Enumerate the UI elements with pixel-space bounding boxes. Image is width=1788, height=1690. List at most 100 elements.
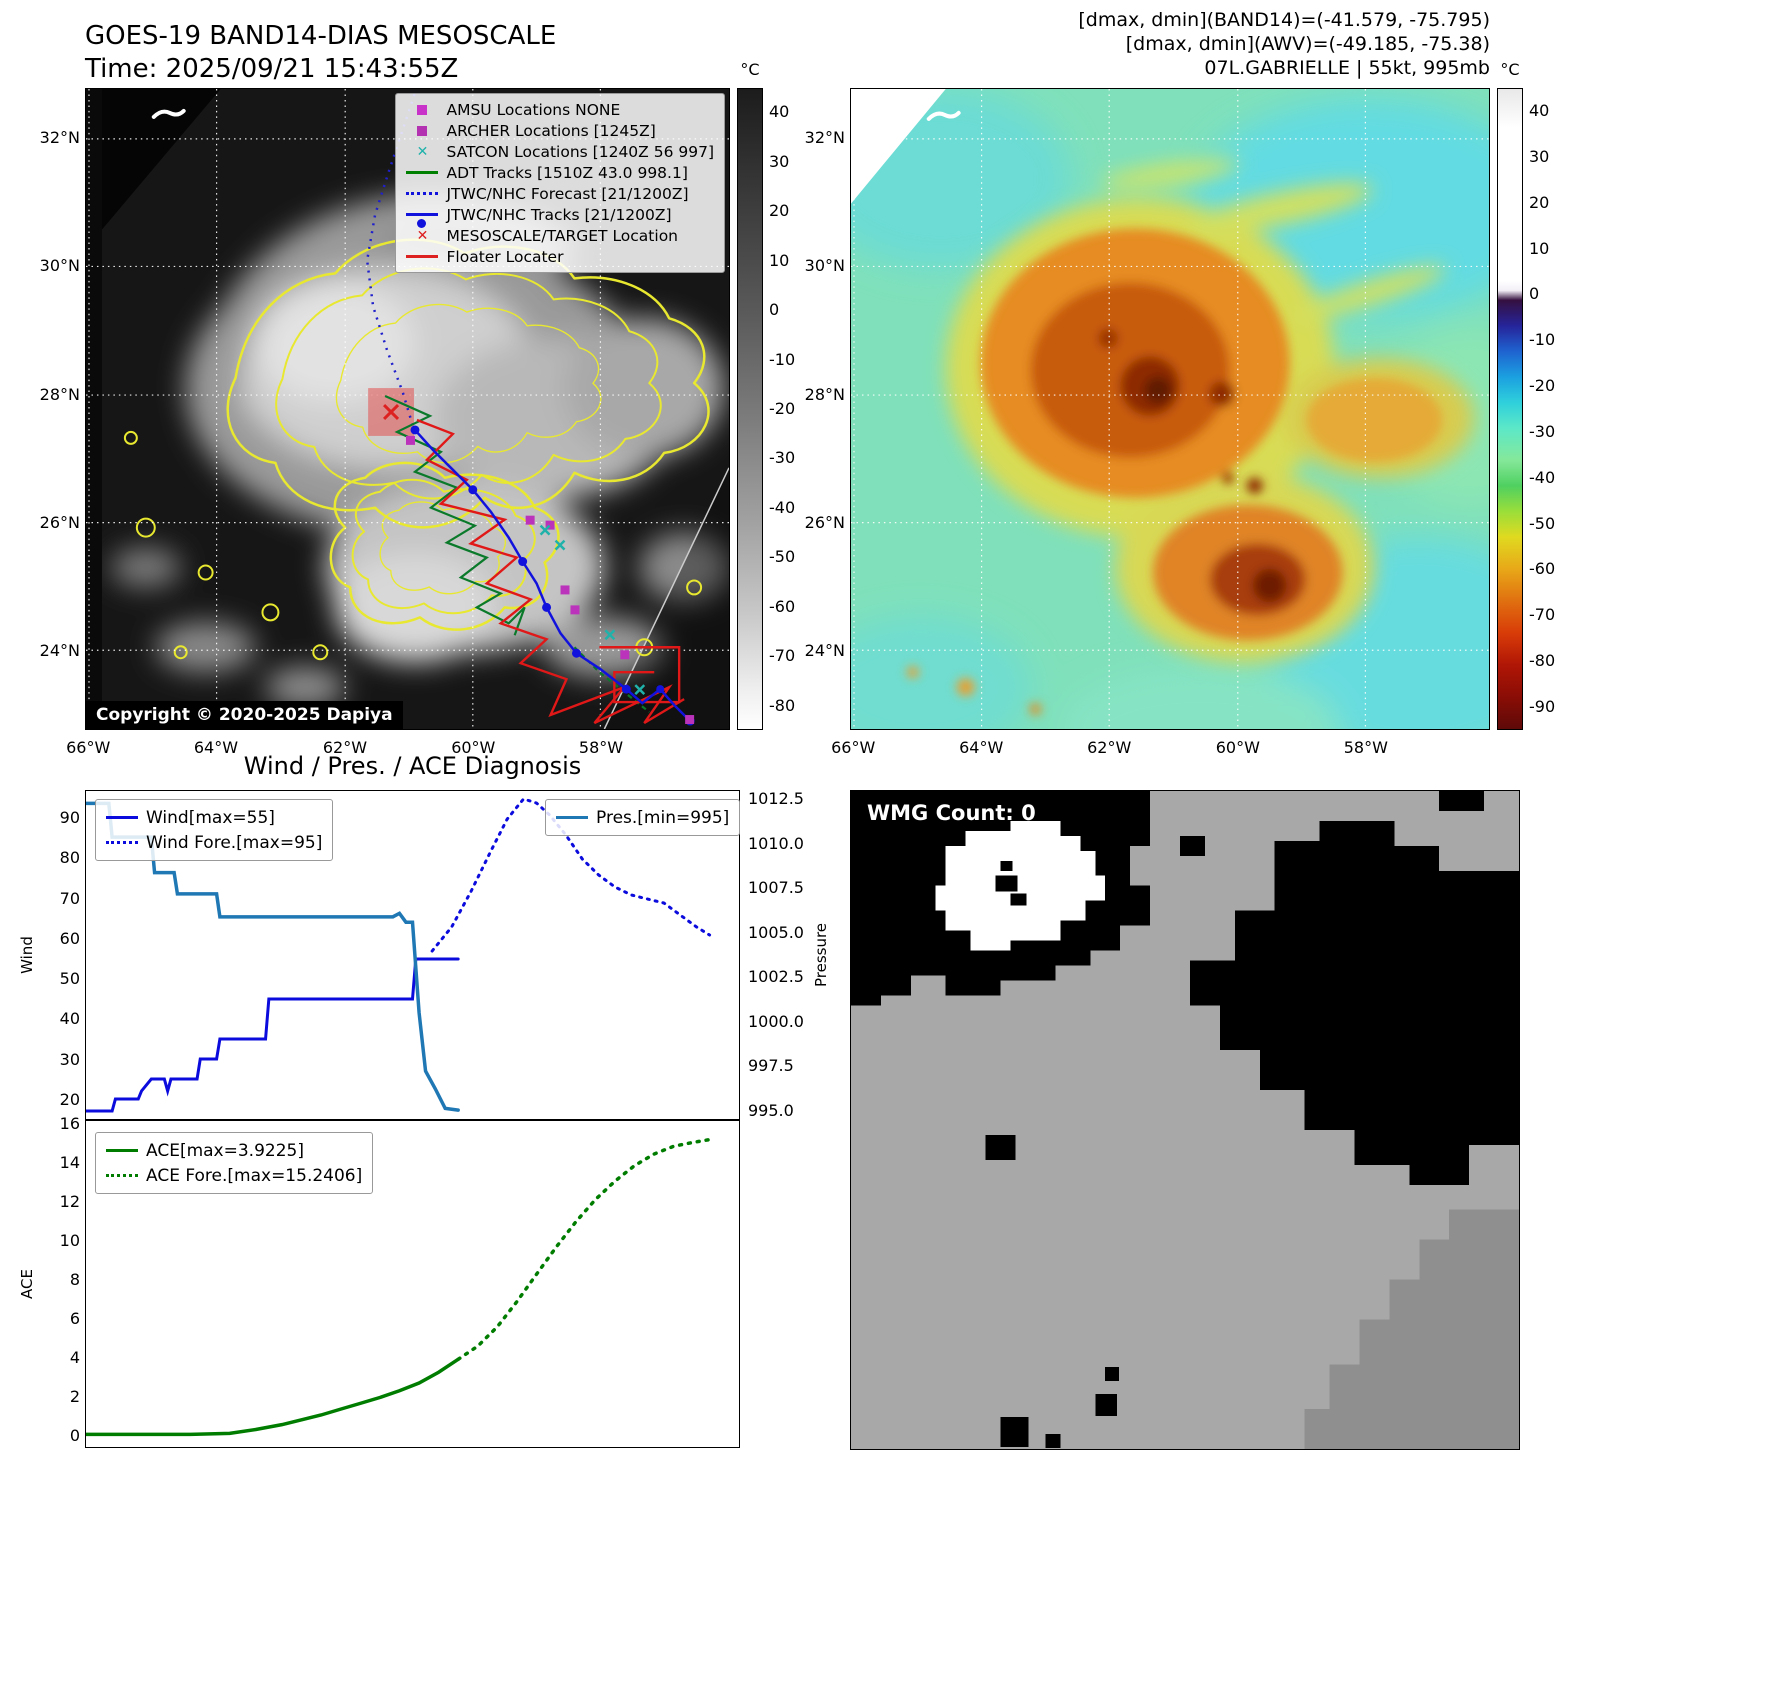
satcon-location-markers [539,524,646,695]
x-marker: ✕ [416,227,429,244]
wmg-mask-image [851,791,1519,1449]
line-marker [106,841,138,844]
line-marker [556,816,588,819]
tick-label: 30 [769,151,790,171]
wind-axis-label: Wind [18,936,36,974]
line-marker [106,1149,138,1152]
chart-series [86,1357,460,1437]
copyright-label: Copyright © 2020-2025 Dapiya [86,701,403,729]
legend-label: Floater Locater [446,247,564,266]
axis-tick-label: 1007.5 [748,878,804,898]
tick-label: 58°W [1343,738,1388,757]
band14-legend: AMSU Locations NONE ARCHER Locations [124… [395,93,725,273]
line-marker [406,192,439,195]
tick-label: -50 [1529,513,1556,533]
tick-label: 10 [769,250,790,270]
line-marker [406,255,439,258]
awv-colorbar-unit: °C [1500,60,1520,79]
coastline-glyph [151,108,186,119]
tick-label: 62°W [1087,738,1132,757]
band14-title: GOES-19 BAND14-DIAS MESOSCALE Time: 2025… [85,20,556,86]
tick-label: 28°N [804,384,845,404]
legend-label: AMSU Locations NONE [446,100,621,119]
tick-label: -70 [1529,605,1556,625]
line-marker [106,1149,138,1152]
awv-colorbar-ticks: 40 30 20 10 0 -10 -20 -30 -40 -50 -60 -70 -80 -90 [1529,88,1579,730]
legend-entry: ACE[max=3.9225] [106,1138,362,1163]
x-marker: ✕ [406,229,438,243]
legend-label: JTWC/NHC Forecast [21/1200Z] [446,184,689,203]
legend-label: Wind[max=55] [146,807,275,828]
wmg-count-label: WMG Count: 0 [867,801,1036,825]
axis-tick-label: 50 [59,969,80,989]
band14-time-label: Time: 2025/09/21 15:43:55Z [85,54,459,84]
band14-lat-axis: 32°N 30°N 28°N 26°N 24°N [36,88,80,730]
tick-label: -10 [769,349,796,369]
archer-location-markers [406,435,695,725]
tick-label: 32°N [39,128,80,148]
wind-y-axis: 90 80 70 60 50 40 30 20 [42,790,80,1120]
legend-label: Pres.[min=995] [596,807,730,828]
awv-lat-axis: 32°N 30°N 28°N 26°N 24°N [801,88,845,730]
square-marker [417,125,428,136]
legend-label: ACE[max=3.9225] [146,1140,304,1161]
tick-label: 32°N [804,128,845,148]
legend-entry: Pres.[min=995] [556,805,729,830]
tick-label: 66°W [66,738,111,757]
axis-tick-label: 0 [69,1426,80,1446]
tick-label: -80 [1529,651,1556,671]
pressure-axis-label: Pressure [812,922,830,988]
square-marker [406,104,438,115]
tick-label: 64°W [193,738,239,757]
awv-colorbar [1497,88,1523,730]
awv-map [850,88,1490,730]
square-marker [417,104,428,115]
chart-series [456,1137,712,1362]
x-marker: ✕ [416,143,429,160]
band14-map: AMSU Locations NONE ARCHER Locations [124… [85,88,730,730]
tick-label: 24°N [804,641,845,661]
awv-title: [dmax, dmin](BAND14)=(-41.579, -75.795) … [850,8,1490,80]
line-marker [406,213,439,216]
line-marker [106,1174,138,1177]
tick-label: -20 [769,399,796,418]
tick-label: -40 [769,497,796,517]
x-marker: ✕ [406,145,438,159]
wmg-black-corner [1439,791,1485,811]
adt-track [384,395,526,636]
axis-tick-label: 70 [59,888,80,908]
jtwc-forecast-track [365,92,417,434]
axis-tick-label: 1010.0 [748,833,804,853]
tick-label: 20 [1529,192,1550,212]
scan-edge-corner [86,89,221,249]
deep-convection-cores [906,228,1443,716]
tick-label: -40 [1529,467,1556,487]
line-marker [556,816,588,819]
tick-label: -90 [1529,696,1556,716]
legend-label: MESOSCALE/TARGET Location [446,226,679,245]
tick-label: 66°W [831,738,876,757]
axis-tick-label: 10 [59,1231,80,1251]
tick-label: 24°N [39,641,80,661]
storm-id-label: 07L.GABRIELLE | 55kt, 995mb [1204,57,1490,79]
wmg-white-region [935,820,1106,951]
wmg-white-region-specks [995,860,1027,906]
line-dot-marker [406,213,439,228]
tick-label: 60°W [1215,738,1260,757]
axis-tick-label: 80 [59,848,80,868]
tick-label: 20 [769,201,790,221]
axis-tick-label: 60 [59,928,80,948]
wmg-darkgray-region [1304,1209,1519,1449]
axis-tick-label: 1000.0 [748,1011,804,1031]
wmg-map: WMG Count: 0 [850,790,1520,1450]
legend-entry: ADT Tracks [1510Z 43.0 998.1] [406,162,714,183]
tick-label: 40 [769,102,790,122]
band14-title-line1: GOES-19 BAND14-DIAS MESOSCALE [85,21,557,51]
axis-tick-label: 1012.5 [748,788,804,808]
latlon-grid [851,89,1489,729]
axis-tick-label: 995.0 [748,1101,794,1121]
line-marker [406,171,439,174]
legend-label: ACE Fore.[max=15.2406] [146,1165,363,1186]
legend-entry: JTWC/NHC Forecast [21/1200Z] [406,183,714,204]
axis-tick-label: 1002.5 [748,967,804,987]
